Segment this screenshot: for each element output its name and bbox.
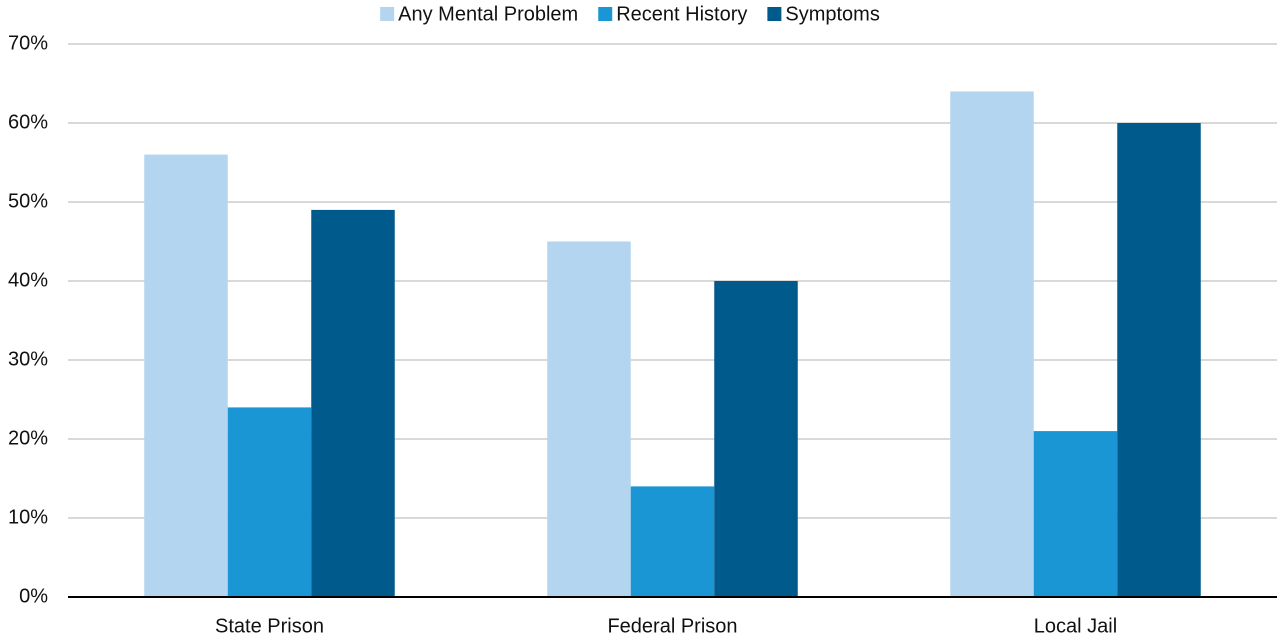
- x-tick-label: State Prison: [215, 615, 324, 637]
- y-tick-label: 30%: [8, 348, 48, 370]
- legend-label: Recent History: [616, 3, 747, 25]
- y-tick-label: 60%: [8, 111, 48, 133]
- x-tick-label: Federal Prison: [607, 615, 737, 637]
- y-tick-label: 50%: [8, 190, 48, 212]
- bar: [144, 154, 228, 597]
- legend-swatch: [598, 7, 613, 21]
- bar: [547, 241, 631, 597]
- y-tick-label: 20%: [8, 427, 48, 449]
- y-tick-label: 40%: [8, 269, 48, 291]
- bar: [1117, 123, 1201, 597]
- legend-swatch: [380, 7, 395, 21]
- bar: [1033, 431, 1118, 597]
- y-tick-label: 10%: [8, 506, 48, 528]
- bar: [227, 407, 312, 597]
- bar: [630, 486, 715, 597]
- y-tick-label: 70%: [8, 32, 48, 54]
- bar: [950, 91, 1034, 598]
- x-tick-label: Local Jail: [1034, 615, 1117, 637]
- legend-label: Symptoms: [785, 3, 879, 25]
- legend-swatch: [767, 7, 782, 21]
- bar: [311, 209, 395, 597]
- bar: [714, 281, 798, 597]
- y-tick-label: 0%: [19, 585, 48, 607]
- legend-label: Any Mental Problem: [398, 3, 578, 25]
